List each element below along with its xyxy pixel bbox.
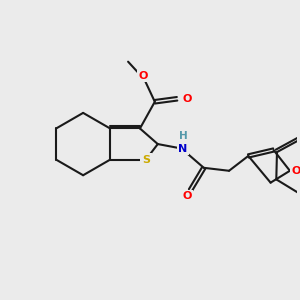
Text: O: O [138,71,148,81]
Text: S: S [142,154,150,165]
Text: H: H [178,131,188,141]
Text: N: N [178,143,188,154]
Text: O: O [291,166,300,176]
Text: O: O [182,94,192,104]
Text: O: O [182,191,192,201]
